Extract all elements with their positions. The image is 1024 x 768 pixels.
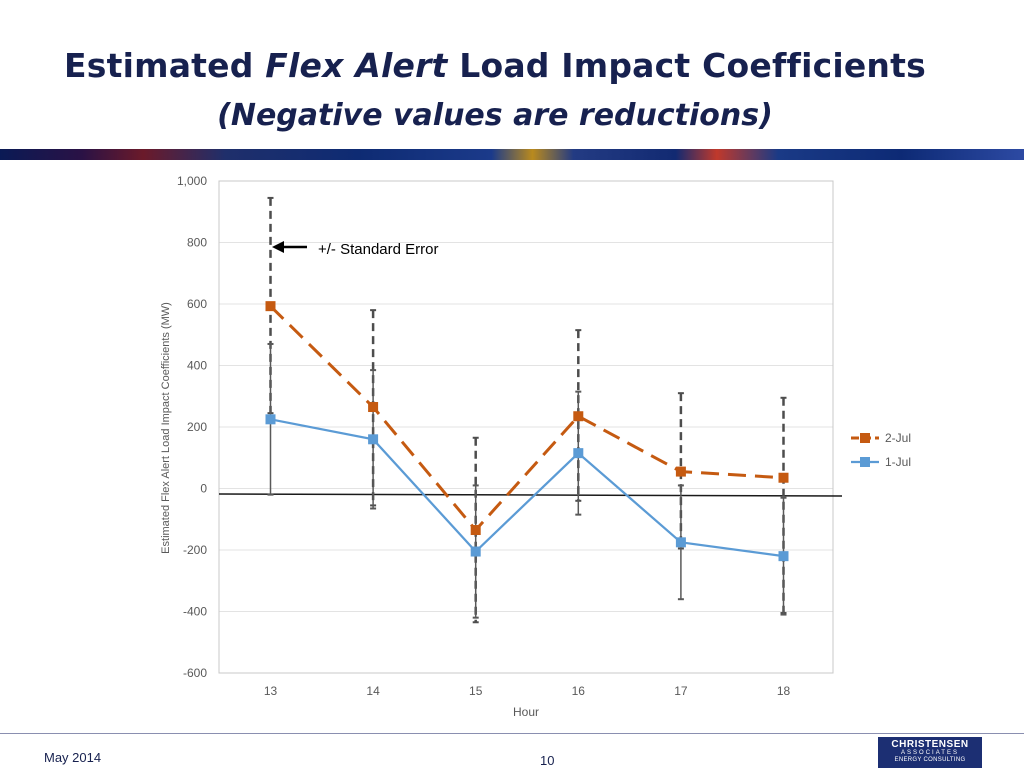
x-tick-label: 14 [366,684,380,698]
series-line-1-Jul [270,418,784,558]
series-lines [269,305,784,558]
y-tick-label: -600 [183,666,207,680]
data-point-2-Jul [675,466,686,477]
y-tick-label: 0 [200,482,207,496]
x-tick-labels: 13 14 15 16 17 18 [264,684,791,698]
footer-divider [0,733,1024,734]
error-bars [267,196,787,624]
data-point-1-Jul [265,414,276,425]
title-italic: Flex Alert [265,46,448,85]
series-markers [265,301,789,562]
y-tick-label: 200 [187,420,207,434]
y-axis-label: Estimated Flex Alert Load Impact Coeffic… [160,302,172,554]
data-point-1-Jul [573,448,584,459]
x-tick-label: 18 [777,684,791,698]
slide-subtitle: (Negative values are reductions) [217,98,773,133]
page-number: 10 [540,753,555,768]
footer-date: May 2014 [44,750,102,765]
decorative-banner [0,149,1024,160]
data-point-2-Jul [778,472,789,483]
y-tick-label: 1,000 [177,174,207,188]
x-tick-label: 16 [572,684,586,698]
title-suffix: Load Impact Coefficients [447,46,926,85]
y-tick-labels: 1,000 800 600 400 200 0 -200 -400 -600 [177,174,207,680]
data-point-1-Jul [778,551,789,562]
data-point-2-Jul [368,402,379,413]
y-tick-label: 400 [187,359,207,373]
legend-marker [860,433,870,443]
legend: 2-Jul 1-Jul [851,431,911,469]
data-point-1-Jul [368,434,379,445]
legend-label: 1-Jul [885,455,911,469]
x-tick-label: 13 [264,684,278,698]
plot-area [218,180,834,674]
y-tick-label: -200 [183,543,207,557]
data-point-2-Jul [265,301,276,312]
logo-line-2: ASSOCIATES [901,750,959,756]
legend-marker [860,457,870,467]
data-point-1-Jul [470,546,481,557]
x-tick-label: 15 [469,684,483,698]
data-point-1-Jul [675,537,686,548]
company-logo: CHRISTENSEN ASSOCIATES ENERGY CONSULTING [878,737,982,768]
y-tick-label: 800 [187,236,207,250]
x-axis-label: Hour [513,705,539,719]
legend-label: 2-Jul [885,431,911,445]
y-tick-label: 600 [187,297,207,311]
annotation-arrow [272,241,307,253]
annotation-label: +/- Standard Error [318,241,438,258]
x-tick-label: 17 [674,684,688,698]
title-prefix: Estimated [64,46,266,85]
slide-title: Estimated Flex Alert Load Impact Coeffic… [0,46,990,85]
logo-line-3: ENERGY CONSULTING [894,757,966,763]
y-tick-label: -400 [183,605,207,619]
data-point-2-Jul [470,525,481,536]
logo-line-1: CHRISTENSEN [891,739,969,750]
data-point-2-Jul [573,411,584,422]
zero-reference-line [218,493,843,497]
series-line-2-Jul [269,305,784,533]
